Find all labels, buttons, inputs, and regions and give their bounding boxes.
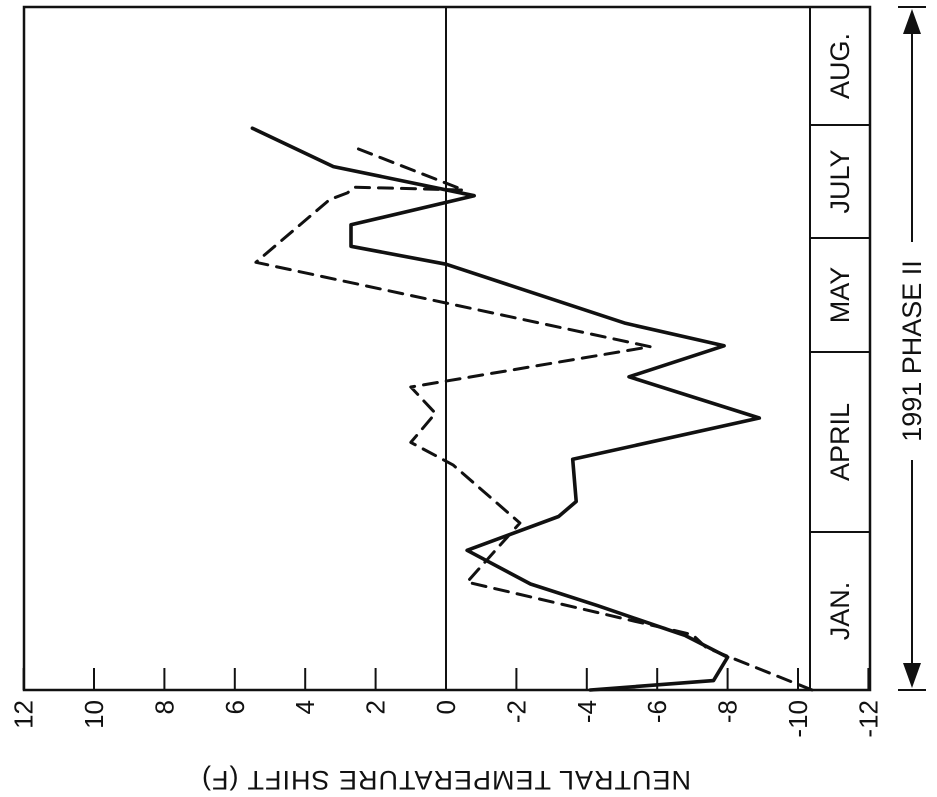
series-solid-line — [250, 126, 762, 692]
x-tick-label: 10 — [79, 700, 109, 729]
x-tick-label: -2 — [501, 700, 531, 723]
series-layer — [250, 126, 814, 692]
month-band-label: APRIL — [825, 403, 855, 481]
month-band-label: AUG. — [825, 33, 855, 99]
month-band-label: JULY — [825, 149, 855, 213]
x-tick-label: -4 — [572, 700, 602, 723]
month-band-label: MAY — [825, 267, 855, 324]
series-dashed-line — [254, 140, 814, 692]
x-tick-label: -6 — [642, 700, 672, 723]
month-band-label: JAN. — [825, 582, 855, 641]
x-tick-label: 12 — [9, 700, 39, 729]
x-tick-label: -10 — [783, 700, 813, 738]
period-arrow-bottom — [903, 663, 921, 688]
x-tick-label: -8 — [713, 700, 743, 723]
x-tick-label: -12 — [853, 700, 883, 738]
x-tick-label: 2 — [361, 700, 391, 714]
y-axis-title: NEUTRAL TEMPERATURE SHIFT (F) — [201, 765, 691, 795]
x-tick-label: 8 — [149, 700, 179, 714]
x-ticks — [22, 668, 870, 690]
x-tick-label: 4 — [290, 700, 320, 714]
x-tick-labels: 12 10 8 6 4 2 0 -2 -4 -6 -8 -10 -12 — [9, 700, 884, 738]
period-label: 1991 PHASE II — [897, 260, 927, 442]
x-tick-label: 0 — [431, 700, 461, 714]
month-bands: AUG. JULY MAY APRIL JAN. — [810, 33, 870, 640]
period-marker: 1991 PHASE II — [897, 6, 927, 691]
x-tick-label: 6 — [220, 700, 250, 714]
period-arrow-top — [903, 9, 921, 34]
